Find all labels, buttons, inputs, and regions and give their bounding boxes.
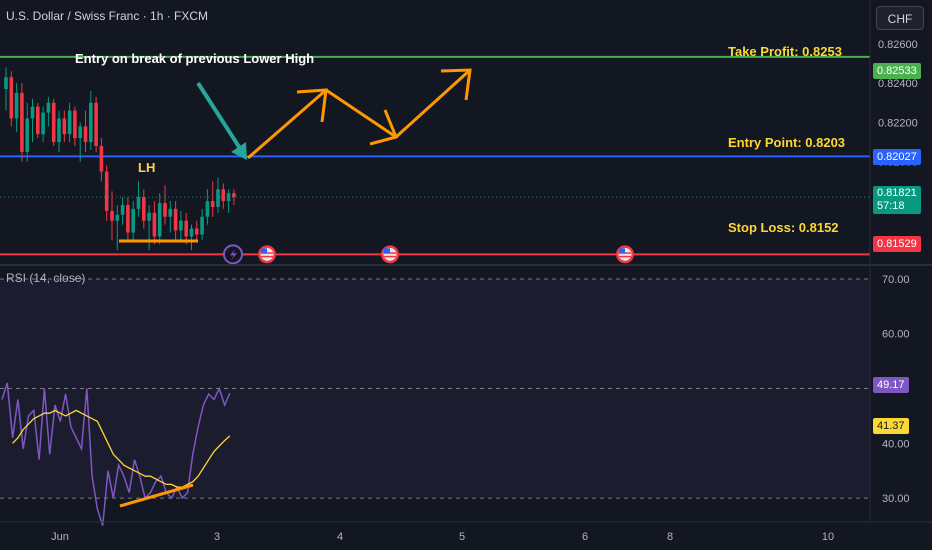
candle-body bbox=[210, 201, 215, 207]
candle-body bbox=[157, 203, 162, 237]
price-tick-label: 0.82400 bbox=[878, 78, 918, 90]
candle-body bbox=[73, 110, 77, 139]
currency-button[interactable]: CHF bbox=[876, 6, 924, 30]
teal-pointer-arrowhead bbox=[231, 142, 247, 160]
teal-pointer-arrow bbox=[196, 81, 245, 155]
rsi-line bbox=[1, 382, 231, 526]
candle-body bbox=[110, 210, 114, 221]
candle-body bbox=[168, 208, 173, 217]
lh-label: LH bbox=[138, 160, 156, 175]
candle-body bbox=[41, 112, 45, 135]
rsi-tick-label: 70.00 bbox=[882, 274, 910, 286]
price-tick-label: 0.82200 bbox=[878, 117, 918, 129]
rsi-ma-line bbox=[12, 409, 231, 488]
candle-body bbox=[173, 208, 178, 231]
rsi-tick-label: 30.00 bbox=[882, 493, 910, 505]
candle-body bbox=[136, 197, 141, 209]
candle-body bbox=[94, 102, 98, 146]
candle-body bbox=[36, 106, 40, 135]
bar-countdown: 57:18 bbox=[877, 200, 905, 212]
current-price: 0.81821 bbox=[877, 187, 917, 199]
candle-body bbox=[131, 208, 135, 233]
time-tick-label: Jun bbox=[51, 531, 69, 543]
current-price-tag: 0.81821 57:18 bbox=[873, 186, 921, 214]
candle-body bbox=[9, 77, 14, 119]
rsi-divergence-line bbox=[119, 483, 194, 508]
time-tick-label: 6 bbox=[582, 531, 588, 543]
rsi-title[interactable]: RSI (14, close) bbox=[6, 271, 86, 285]
time-tick-label: 4 bbox=[337, 531, 343, 543]
candle-body bbox=[104, 171, 109, 211]
projection-arrowhead-1 bbox=[296, 88, 328, 123]
candle-body bbox=[67, 110, 72, 135]
candle-body bbox=[51, 102, 56, 143]
rsi-ma-tag: 41.37 bbox=[873, 418, 909, 434]
candle-body bbox=[152, 212, 157, 237]
us-flag-canton bbox=[261, 248, 267, 253]
candle-body bbox=[221, 189, 226, 202]
candle-body bbox=[78, 126, 82, 139]
time-tick-label: 5 bbox=[459, 531, 465, 543]
projection-arrowhead-2 bbox=[369, 109, 399, 146]
rsi-tick-label: 60.00 bbox=[882, 329, 910, 341]
candle-body bbox=[216, 189, 220, 207]
projection-arrowhead-3 bbox=[440, 68, 472, 101]
candle-body bbox=[30, 106, 35, 119]
take-profit-price-tag: 0.82533 bbox=[873, 63, 921, 79]
candle-body bbox=[46, 102, 51, 113]
projection-zigzag bbox=[247, 68, 472, 160]
candle-body bbox=[179, 220, 183, 231]
symbol-title[interactable]: U.S. Dollar / Swiss Franc · 1h · FXCM bbox=[6, 9, 209, 23]
candle-body bbox=[195, 228, 199, 235]
take-profit-label: Take Profit: 0.8253 bbox=[728, 44, 842, 59]
candle-body bbox=[205, 201, 210, 217]
candle-body bbox=[57, 118, 61, 143]
price-tick-label: 0.82600 bbox=[878, 39, 918, 51]
us-flag-stripe bbox=[384, 252, 396, 254]
candle-body bbox=[14, 92, 19, 119]
candle-body bbox=[99, 146, 104, 172]
candle-body bbox=[126, 204, 130, 233]
candle-body bbox=[4, 77, 8, 89]
price-pane bbox=[0, 55, 870, 256]
time-tick-label: 10 bbox=[822, 531, 834, 543]
candle-body bbox=[62, 118, 67, 135]
stop-loss-label: Stop Loss: 0.8152 bbox=[728, 220, 839, 235]
us-flag-stripe bbox=[261, 255, 273, 258]
us-flag-canton bbox=[384, 248, 390, 253]
candle-body bbox=[163, 203, 167, 217]
candle-body bbox=[83, 126, 88, 143]
candle-body bbox=[189, 228, 194, 237]
candle-body bbox=[184, 220, 188, 237]
rsi-pane bbox=[0, 278, 870, 526]
rsi-tick-label: 40.00 bbox=[882, 438, 910, 450]
candle-body bbox=[232, 193, 236, 198]
entry-point-label: Entry Point: 0.8203 bbox=[728, 135, 846, 150]
rsi-value-tag: 49.17 bbox=[873, 377, 909, 393]
lightning-bolt-glyph bbox=[230, 249, 237, 261]
us-flag-canton bbox=[619, 248, 625, 253]
candle-body bbox=[20, 92, 24, 152]
candle-body bbox=[89, 102, 93, 143]
us-flag-stripe bbox=[261, 252, 273, 254]
us-flag-stripe bbox=[619, 255, 631, 258]
candle-body bbox=[147, 212, 151, 221]
candle-body bbox=[115, 214, 120, 221]
candle-body bbox=[142, 197, 146, 221]
us-flag-stripe bbox=[384, 255, 396, 258]
entry-note-label: Entry on break of previous Lower High bbox=[75, 51, 315, 66]
candle-body bbox=[25, 118, 29, 152]
time-tick-label: 8 bbox=[667, 531, 673, 543]
us-flag-stripe bbox=[619, 252, 631, 254]
entry-price-tag: 0.82027 bbox=[873, 149, 921, 165]
candle-body bbox=[120, 204, 125, 215]
drawings-layer bbox=[119, 68, 634, 508]
time-tick-label: 3 bbox=[214, 531, 220, 543]
stop-loss-price-tag: 0.81529 bbox=[873, 236, 921, 252]
candle-body bbox=[200, 216, 204, 235]
